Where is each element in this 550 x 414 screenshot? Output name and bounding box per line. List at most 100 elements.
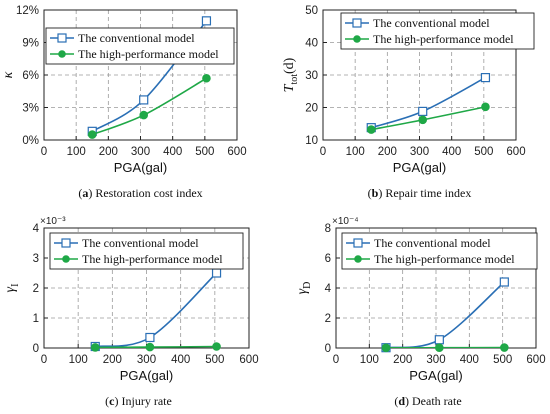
legend-label: The conventional model — [82, 236, 199, 250]
y-axis-label: Ttot(d) — [282, 57, 300, 92]
legend-marker-square — [353, 238, 363, 248]
x-tick-label: 300 — [410, 146, 429, 158]
legend-marker-square — [61, 238, 71, 248]
legend-box — [45, 27, 235, 65]
y-tick-label: 2 — [325, 313, 331, 325]
chart-panel-c: 0 100 200 300 400 500 600 0 1 2 3 4×10⁻³ PGA(gal) γI T… — [3, 216, 259, 408]
data-point-circle — [381, 343, 391, 353]
x-tick-label: 300 — [131, 146, 150, 158]
x-tick-label: 0 — [320, 146, 326, 158]
data-point-circle — [90, 343, 100, 352]
y-tick-label: 0 — [325, 343, 331, 355]
x-tick-label: 100 — [346, 146, 365, 158]
x-tick-label: 500 — [474, 146, 493, 158]
legend-label: The high-performance model — [82, 252, 223, 266]
x-tick-label: 500 — [493, 354, 512, 366]
x-tick-label: 0 — [333, 354, 339, 366]
series-line-1 — [95, 345, 217, 348]
y-tick-label: 6 — [325, 253, 331, 265]
legend-label: The conventional model — [373, 16, 490, 30]
legend: The conventional model The high-performan… — [49, 232, 244, 270]
legend-marker-circle — [354, 255, 362, 263]
panel-caption: (c) Injury rate — [105, 394, 172, 408]
x-tick-label: 400 — [460, 354, 479, 366]
chart-panel-d: 0 100 200 300 400 500 600 0 2 4 6 8×10⁻⁴ PGA(gal) γD T… — [295, 216, 546, 408]
legend-label: The conventional model — [78, 31, 195, 45]
legend-marker-circle — [62, 255, 70, 263]
legend-box — [49, 232, 244, 270]
x-tick-label: 200 — [99, 146, 118, 158]
y-tick-label: 3% — [22, 103, 39, 115]
data-point-square — [434, 335, 444, 345]
panel-caption: (a) Restoration cost index — [78, 186, 202, 200]
legend: The conventional model The high-performan… — [45, 27, 235, 65]
y-tick-label: 0% — [22, 135, 39, 147]
x-axis-label: PGA(gal) — [393, 160, 446, 175]
y-axis-label: γI — [3, 284, 21, 293]
x-axis-label: PGA(gal) — [409, 368, 462, 383]
data-point-circle — [139, 110, 149, 120]
data-point-circle — [145, 342, 155, 352]
y-tick-label: 40 — [305, 38, 318, 50]
y-tick-label: 4 — [325, 283, 332, 295]
y-axis-label: κ — [1, 71, 16, 78]
y-tick-label: 4 — [33, 223, 40, 235]
y-tick-label: 8 — [325, 223, 331, 235]
data-point-square — [211, 268, 222, 278]
y-tick-label: 20 — [305, 103, 318, 115]
y-tick-label: 2 — [33, 283, 39, 295]
legend: The conventional model The high-performan… — [340, 12, 535, 50]
x-axis-label: PGA(gal) — [120, 368, 173, 383]
panel-caption: (d) Death rate — [394, 394, 461, 408]
x-tick-label: 0 — [41, 146, 47, 158]
y-axis-label: γD — [295, 282, 313, 295]
x-tick-label: 600 — [506, 146, 525, 158]
data-point-circle — [481, 102, 490, 112]
chart-panel-a: 0 100 200 300 400 500 600 0% 3% 6% 9% 12% PGA(gal) κ T… — [1, 5, 247, 200]
y-exponent-label: ×10⁻⁴ — [332, 216, 359, 227]
x-tick-label: 100 — [360, 354, 379, 366]
x-tick-label: 100 — [69, 354, 88, 366]
data-point-circle — [212, 342, 221, 351]
data-point-circle — [435, 343, 444, 353]
x-tick-label: 500 — [195, 146, 214, 158]
y-tick-label: 10 — [305, 135, 318, 147]
panel-caption: (b) Repair time index — [368, 186, 472, 200]
legend-label: The high-performance model — [78, 47, 219, 61]
y-exponent-label: ×10⁻³ — [40, 216, 66, 227]
x-tick-label: 400 — [171, 354, 190, 366]
x-axis-label: PGA(gal) — [114, 160, 167, 175]
data-point-square — [145, 332, 155, 343]
chart-panel-b: 0 100 200 300 400 500 600 10 20 30 40 50 PGA(gal) Tto… — [282, 5, 535, 200]
y-tick-label: 50 — [305, 5, 318, 17]
data-point-circle — [418, 115, 428, 125]
data-point-square — [418, 106, 428, 117]
legend-label: The high-performance model — [373, 32, 514, 46]
x-tick-label: 500 — [205, 354, 224, 366]
legend-marker-square — [57, 33, 67, 43]
legend-marker-circle — [58, 50, 66, 58]
x-tick-label: 100 — [67, 146, 86, 158]
x-tick-label: 600 — [227, 146, 246, 158]
x-tick-label: 600 — [526, 354, 545, 366]
y-tick-label: 12% — [16, 5, 39, 17]
y-tick-label: 0 — [33, 343, 39, 355]
x-tick-label: 200 — [378, 146, 397, 158]
legend-box — [340, 12, 535, 50]
legend-marker-square — [352, 18, 362, 28]
legend-label: The conventional model — [374, 236, 491, 250]
legend-box — [341, 232, 538, 270]
data-point-circle — [87, 130, 97, 139]
x-tick-label: 0 — [41, 354, 47, 366]
legend-label: The high-performance model — [374, 252, 515, 266]
x-tick-label: 300 — [137, 354, 156, 366]
x-tick-label: 300 — [426, 354, 445, 366]
data-point-square — [139, 95, 149, 105]
legend-marker-circle — [353, 35, 361, 43]
x-tick-label: 200 — [393, 354, 412, 366]
data-point-circle — [500, 343, 509, 352]
data-point-square — [480, 72, 491, 83]
data-point-circle — [202, 73, 211, 83]
x-tick-label: 400 — [442, 146, 461, 158]
